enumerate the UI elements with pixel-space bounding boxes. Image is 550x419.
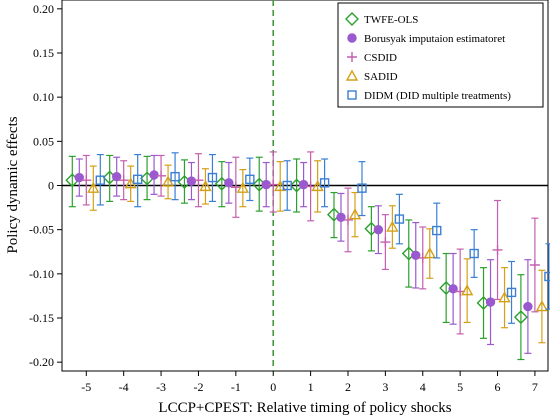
y-tick-label: 0.15 (33, 46, 54, 60)
data-point (523, 301, 533, 312)
data-point (81, 175, 92, 186)
data-point (535, 300, 549, 312)
data-point (118, 175, 129, 186)
data-point (87, 181, 100, 193)
series-layer (65, 151, 550, 361)
data-point (529, 260, 540, 270)
series-5 (95, 152, 550, 324)
data-point (357, 183, 367, 193)
y-tick-label: 0.05 (33, 134, 54, 148)
y-tick-label: 0.20 (33, 2, 54, 16)
data-point (230, 182, 241, 193)
legend-marker (345, 12, 359, 26)
data-point (498, 291, 511, 303)
x-tick-label: -4 (119, 380, 129, 394)
legend-label: TWFE-OLS (364, 14, 418, 26)
data-point (513, 310, 528, 325)
data-point (380, 237, 391, 248)
data-point (245, 174, 255, 185)
series-3 (81, 151, 540, 335)
data-point (386, 220, 399, 232)
data-point (506, 287, 517, 298)
data-point (348, 208, 362, 220)
legend-marker (345, 69, 359, 81)
data-point (95, 175, 106, 185)
data-point (161, 175, 175, 187)
x-axis-title: LCCP+CPEST: Relative timing of policy sh… (158, 400, 451, 416)
y-axis: 0.20 0.15 0.10 0.05 0 -0.05 -0.10 -0.15 -0.20 (29, 2, 62, 369)
legend-marker (347, 90, 357, 100)
x-tick-label: 4 (420, 380, 426, 394)
x-tick-label: 0 (270, 380, 276, 394)
data-point (186, 176, 197, 186)
data-point (207, 172, 218, 183)
x-tick-label: -5 (81, 380, 91, 394)
legend-label: Borusyak imputaion estimatoret (364, 33, 505, 45)
legend-label: DIDM (DID multiple treatments) (364, 90, 511, 102)
data-point (327, 207, 341, 222)
legend-label: CSDID (364, 52, 397, 64)
x-tick-label: 6 (495, 380, 501, 394)
data-point (170, 171, 180, 182)
data-point (193, 175, 204, 186)
x-tick-label: 2 (345, 380, 351, 394)
x-tick-label: 1 (308, 380, 314, 394)
data-point (268, 179, 279, 190)
legend-marker (347, 52, 357, 62)
data-point (149, 170, 159, 180)
y-tick-label: -0.05 (29, 223, 54, 237)
data-point (432, 225, 442, 236)
y-tick-label: -0.20 (29, 355, 54, 369)
data-point (401, 246, 416, 261)
data-point (460, 284, 474, 296)
data-point (423, 247, 436, 259)
y-axis-title: Policy dynamic effects (5, 116, 21, 253)
x-tick-label: 5 (457, 380, 463, 394)
data-point (111, 171, 122, 182)
y-tick-label: -0.15 (29, 311, 54, 325)
data-point (236, 181, 250, 193)
x-tick-label: 3 (382, 380, 388, 394)
x-tick-label: -3 (156, 380, 166, 394)
data-point (544, 271, 550, 282)
data-point (485, 297, 496, 307)
x-tick-label: 7 (532, 380, 538, 394)
data-point (373, 224, 384, 235)
x-tick-label: -1 (231, 380, 241, 394)
data-point (319, 178, 330, 188)
data-point (394, 214, 405, 224)
legend-box (337, 2, 544, 108)
data-point (305, 181, 316, 192)
legend: TWFE-OLS Borusyak imputaion estimatoret CS… (337, 2, 544, 108)
data-point (282, 180, 292, 191)
data-point (156, 170, 167, 181)
data-point (469, 248, 479, 259)
data-point (342, 214, 353, 225)
legend-label: SADID (364, 71, 398, 83)
y-tick-label: 0.10 (33, 90, 54, 104)
data-point (132, 174, 143, 185)
data-point (224, 178, 234, 188)
data-point (492, 244, 503, 255)
x-tick-label: -2 (193, 380, 203, 394)
y-tick-label: 0 (48, 179, 54, 193)
y-tick-label: -0.10 (29, 267, 54, 281)
x-axis: -5 -4 -3 -2 -1 0 1 2 3 4 5 6 7 (81, 371, 538, 394)
data-point (298, 179, 309, 190)
data-point (199, 179, 212, 192)
legend-marker (347, 33, 357, 43)
